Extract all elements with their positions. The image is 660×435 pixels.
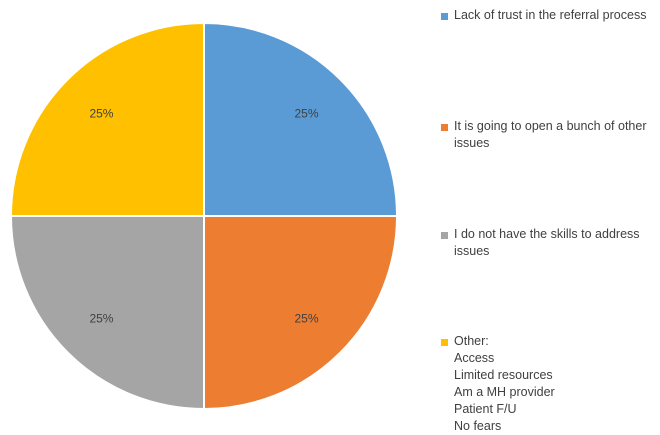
legend-swatch-other	[441, 339, 448, 346]
data-label-no-skills: 25%	[89, 312, 113, 326]
legend-label-lack-of-trust: Lack of trust in the referral process	[454, 8, 647, 22]
legend-item-no-skills: I do not have the skills to address issu…	[441, 226, 656, 260]
pie-slice-no-skills	[9, 215, 205, 411]
legend-item-lack-of-trust: Lack of trust in the referral process	[441, 7, 656, 24]
pie-slice-other	[9, 21, 205, 217]
pie-chart: 25% 25% 25% 25%	[9, 21, 399, 411]
data-label-lack-of-trust: 25%	[295, 106, 319, 120]
legend-label-no-skills: I do not have the skills to address issu…	[454, 227, 640, 258]
legend-label-other: Other: Access Limited resources Am a MH …	[454, 334, 555, 433]
legend-item-other: Other: Access Limited resources Am a MH …	[441, 333, 656, 435]
legend-label-open-other-issues: It is going to open a bunch of other iss…	[454, 119, 647, 150]
legend-swatch-open-other-issues	[441, 124, 448, 131]
legend-item-open-other-issues: It is going to open a bunch of other iss…	[441, 118, 656, 152]
legend-swatch-no-skills	[441, 232, 448, 239]
pie-slice-lack-of-trust	[203, 21, 399, 217]
data-label-other: 25%	[89, 106, 113, 120]
pie-slice-open-other-issues	[203, 215, 399, 411]
legend-swatch-lack-of-trust	[441, 13, 448, 20]
data-label-open-other-issues: 25%	[295, 312, 319, 326]
